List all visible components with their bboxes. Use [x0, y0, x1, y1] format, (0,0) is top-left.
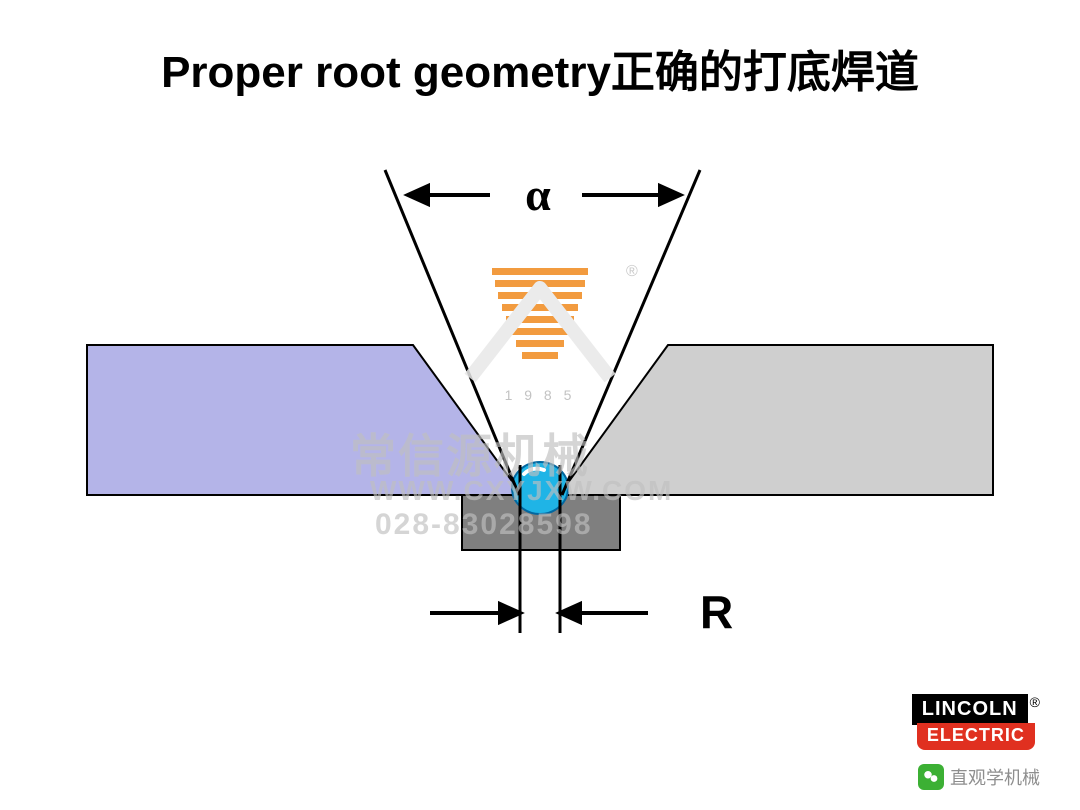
svg-text:®: ®: [626, 263, 638, 280]
watermark-logo: ® 1 9 8 5: [430, 258, 650, 428]
r-dimension: [430, 604, 648, 622]
lincoln-reg: ®: [1030, 694, 1040, 710]
lincoln-brand: LINCOLN® ELECTRIC: [912, 694, 1040, 750]
wechat-icon: [918, 764, 944, 790]
watermark-line2: WWW.CXYJXW.COM: [370, 475, 673, 507]
wechat-label: 直观学机械: [950, 764, 1040, 790]
slide-title: Proper root geometry正确的打底焊道: [0, 36, 1080, 100]
alpha-label: α: [525, 169, 551, 220]
svg-text:1 9 8 5: 1 9 8 5: [505, 387, 576, 403]
lincoln-bottom: ELECTRIC: [917, 723, 1035, 750]
wechat-attribution: 直观学机械: [918, 764, 1040, 790]
watermark-line3: 028-83028598: [375, 508, 593, 542]
lincoln-top: LINCOLN: [912, 694, 1028, 725]
r-label: R: [700, 586, 733, 638]
